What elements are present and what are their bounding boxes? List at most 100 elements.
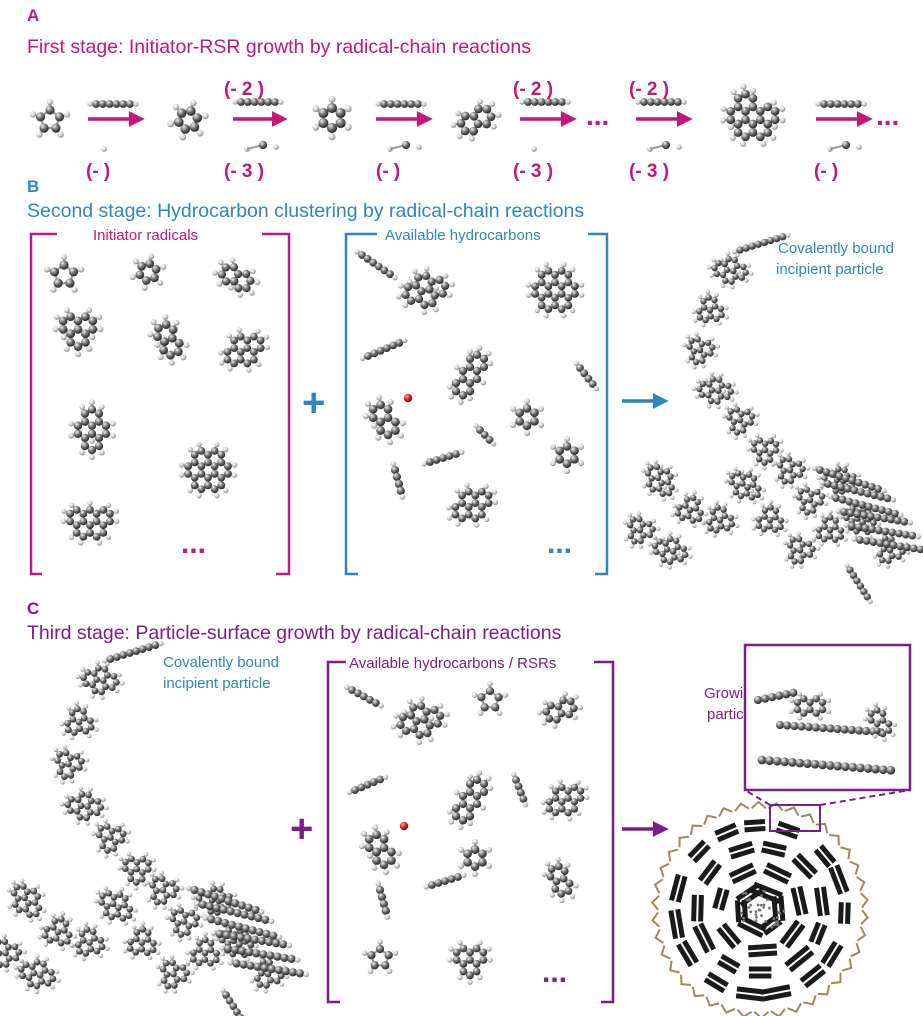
carbon-atom <box>221 263 230 272</box>
hydrogen-atom <box>22 949 27 955</box>
hydrogen-atom <box>802 474 808 480</box>
hydrogen-atom <box>28 917 34 923</box>
carbon-atom <box>80 708 87 715</box>
carbon-atom <box>97 825 105 832</box>
hydrogen-atom <box>210 965 216 971</box>
carbon-atom <box>551 794 560 802</box>
hydrogen-atom <box>346 789 353 796</box>
carbon-atom <box>195 946 203 953</box>
carbon-atom <box>255 927 264 937</box>
hydrogen-atom <box>193 900 200 907</box>
hydrogen-atom <box>523 397 531 404</box>
carbon-atom <box>103 903 111 910</box>
hydrogen-atom <box>641 483 647 489</box>
hydrogen-atom <box>264 344 271 351</box>
carbon-atom <box>197 469 206 478</box>
incipient-particle-cluster <box>622 232 923 605</box>
hydrogen-atom <box>477 710 484 716</box>
carbon-atom <box>676 504 683 511</box>
carbon-atom <box>854 726 864 735</box>
panel-b-letter: B <box>27 177 40 196</box>
hydrogen-atom <box>263 988 269 994</box>
carbon-atom <box>856 763 865 773</box>
hydrogen-atom <box>819 479 825 486</box>
carbon-atom <box>748 119 758 129</box>
carbon-atom <box>530 98 539 106</box>
hydrogen-atom <box>117 865 122 871</box>
hydrogen-atom <box>214 492 220 499</box>
carbon-atom <box>440 281 450 290</box>
carbon-atom <box>386 270 395 279</box>
carbon-atom <box>132 948 140 956</box>
hydrogen-atom <box>713 352 718 358</box>
carbon-atom <box>738 274 746 281</box>
carbon-atom <box>479 354 489 363</box>
graphitic-layer <box>676 943 694 968</box>
hydrogen-atom <box>760 503 765 508</box>
hydrogen-atom <box>126 829 132 835</box>
carbon-atom <box>883 494 892 503</box>
carbon-atom <box>358 251 366 259</box>
hydrogen-atom <box>549 443 557 450</box>
graphitic-layer <box>736 921 764 939</box>
hydrogen-atom <box>402 337 408 344</box>
carbon-atom <box>295 969 305 978</box>
hydrogen-atom <box>382 774 389 780</box>
carbon-atom <box>30 969 38 977</box>
graphitic-layer <box>762 840 787 851</box>
carbon-atom <box>379 899 389 909</box>
hydrogen-atom <box>130 954 135 960</box>
carbon-atom <box>379 843 389 853</box>
carbon-atom <box>476 426 484 434</box>
hydrogen-atom <box>122 939 128 944</box>
carbon-atom <box>264 98 273 106</box>
carbon-atom <box>470 845 480 854</box>
hydrogen-atom <box>194 935 200 941</box>
carbon-atom <box>789 461 796 468</box>
carbon-atom <box>433 719 442 728</box>
hydrogen-atom <box>377 938 383 945</box>
hydrogen-atom <box>176 902 182 908</box>
carbon-atom <box>103 823 111 830</box>
hydrogen-atom <box>212 269 218 276</box>
carbon-atom <box>471 499 480 508</box>
carbon-atom <box>700 351 708 358</box>
hydrogen-atom <box>71 286 78 293</box>
hydrogen-atom <box>812 554 818 560</box>
carbon-atom <box>806 496 814 504</box>
carbon-atom <box>17 965 25 973</box>
carbon-atom <box>479 956 488 964</box>
hydrogen-atom <box>19 878 25 884</box>
carbon-atom <box>326 103 338 114</box>
carbon-atom <box>755 106 765 116</box>
hydrogen-atom <box>144 880 150 886</box>
carbon-atom <box>464 510 473 519</box>
carbon-atom <box>25 899 32 907</box>
carbon-atom <box>154 898 161 906</box>
carbon-atom <box>393 100 402 108</box>
carbon-atom <box>491 703 500 712</box>
hydrogen-atom <box>843 522 849 528</box>
carbon-atom <box>414 294 424 304</box>
carbon-atom <box>121 865 129 872</box>
hydrogen-atom <box>685 358 691 364</box>
carbon-atom <box>65 760 72 768</box>
surface-hydrocarbon <box>659 862 670 878</box>
carbon-atom <box>891 509 900 518</box>
hydrogen-atom <box>196 441 202 448</box>
carbon-atom <box>850 486 859 495</box>
hydrogen-atom <box>254 943 259 949</box>
carbon-atom <box>86 939 93 946</box>
carbon-atom <box>458 491 467 500</box>
carbon-atom <box>472 944 481 953</box>
carbon-atom <box>100 836 108 843</box>
carbon-atom <box>479 362 489 372</box>
carbon-atom <box>480 430 489 439</box>
hydrogen-atom <box>146 897 152 903</box>
hydrogen-atom <box>91 831 96 836</box>
carbon-atom <box>238 946 247 956</box>
carbon-atom <box>705 391 712 399</box>
hydrogen-atom <box>802 481 808 487</box>
carbon-atom <box>870 519 877 527</box>
carbon-atom <box>707 313 714 320</box>
